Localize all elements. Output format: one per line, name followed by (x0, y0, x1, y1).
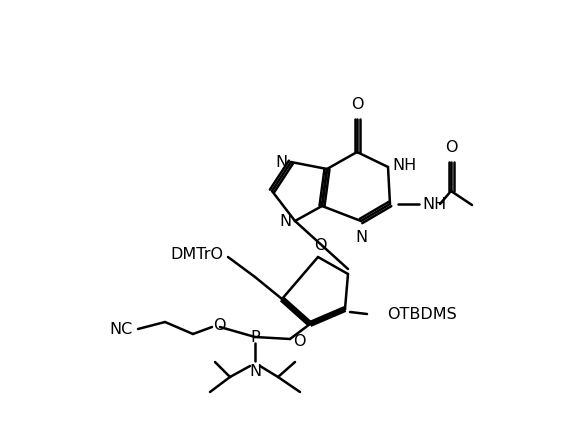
Text: N: N (279, 214, 291, 229)
Text: P: P (250, 330, 260, 345)
Text: O: O (213, 318, 225, 333)
Text: N: N (355, 230, 367, 244)
Text: OTBDMS: OTBDMS (387, 307, 457, 322)
Text: O: O (445, 140, 457, 155)
Text: NH: NH (392, 158, 416, 173)
Text: O: O (351, 97, 364, 112)
Text: DMTrO: DMTrO (170, 247, 223, 262)
Text: N: N (249, 363, 261, 378)
Text: NC: NC (110, 322, 133, 337)
Text: N: N (275, 155, 287, 170)
Text: O: O (314, 237, 326, 252)
Text: O: O (293, 334, 306, 349)
Text: NH: NH (422, 197, 446, 212)
